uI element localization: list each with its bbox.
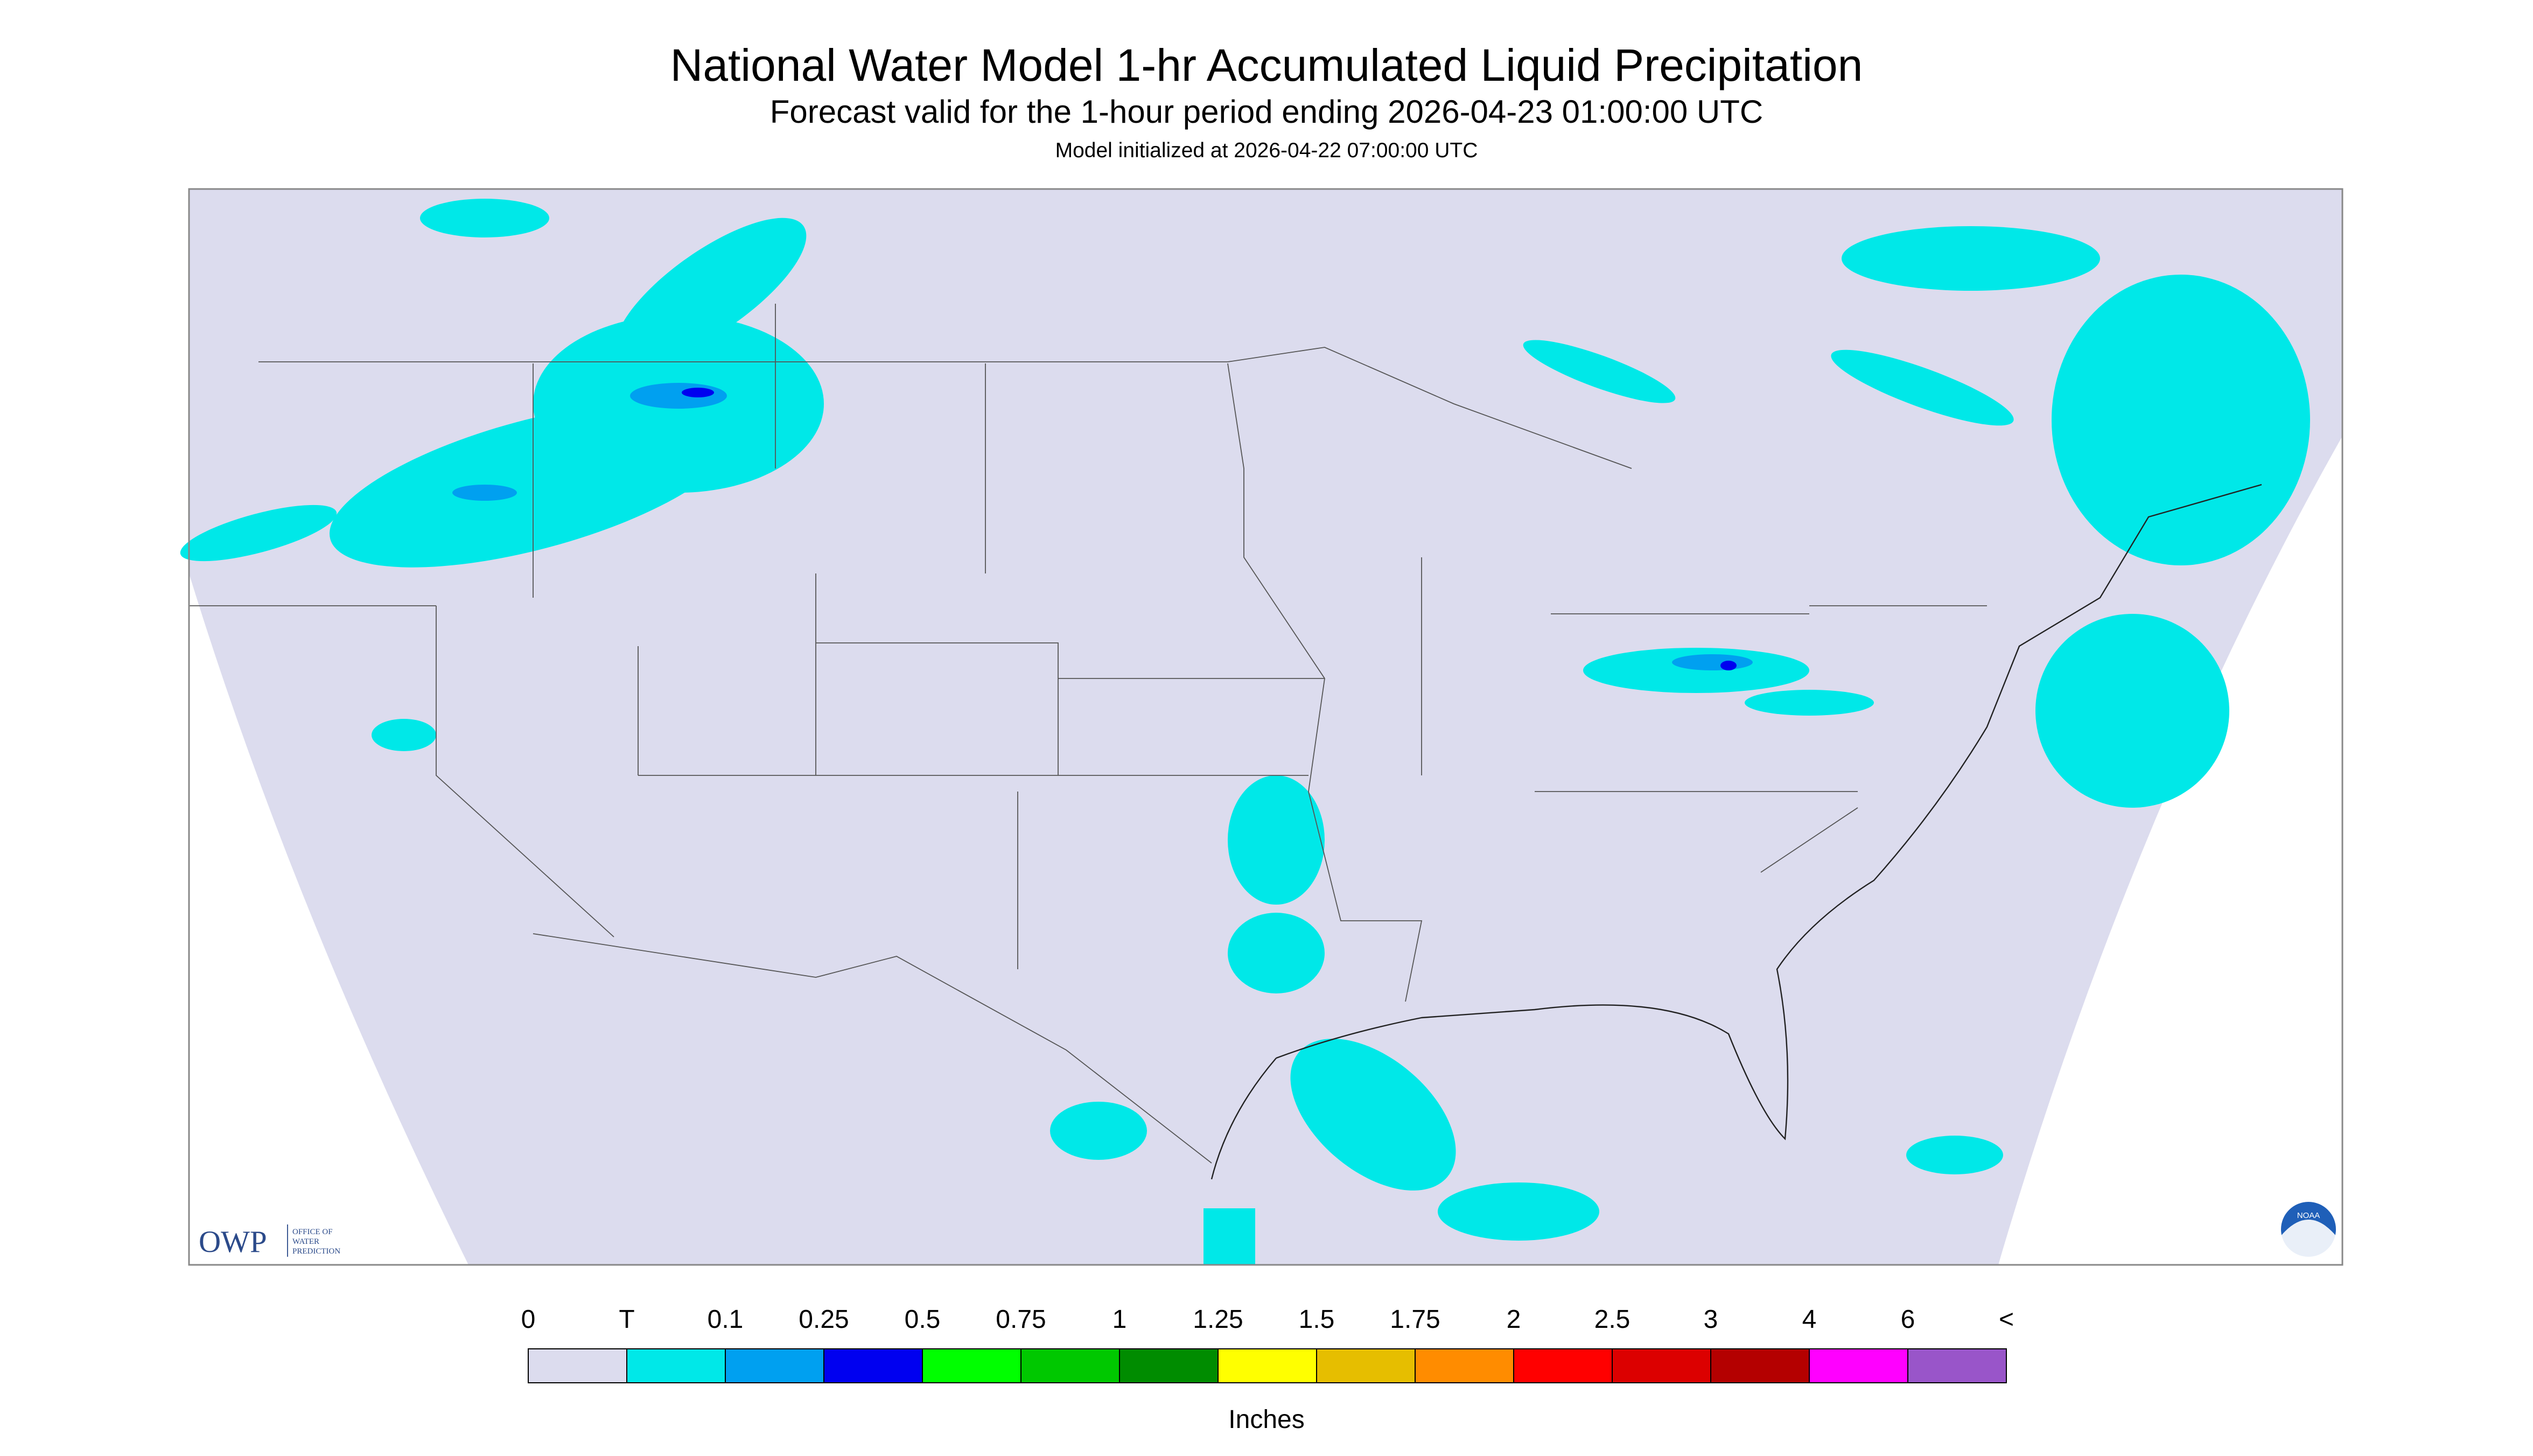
title: National Water Model 1-hr Accumulated Li… xyxy=(670,40,1863,90)
legend-swatch xyxy=(1612,1348,1711,1383)
legend-label: 3 xyxy=(1704,1305,1718,1334)
legend-swatch xyxy=(1217,1348,1317,1383)
init-time: Model initialized at 2026-04-22 07:00:00… xyxy=(1055,139,1478,162)
precip-areas xyxy=(180,199,2310,1265)
noaa-text: NOAA xyxy=(2297,1211,2320,1220)
legend-label: 1.5 xyxy=(1299,1305,1335,1334)
map-frame xyxy=(188,188,2343,1266)
legend-swatch xyxy=(1513,1348,1613,1383)
legend-swatch xyxy=(1119,1348,1219,1383)
legend-label: 1 xyxy=(1112,1305,1127,1334)
legend-label: T xyxy=(619,1305,634,1334)
legend-label: 2.5 xyxy=(1594,1305,1631,1334)
legend-swatch xyxy=(1907,1348,2007,1383)
legend-label: 4 xyxy=(1802,1305,1817,1334)
map: OWP OFFICE OF WATER PREDICTION NOAA xyxy=(180,188,2343,1266)
legend-unit: Inches xyxy=(1228,1405,1304,1434)
legend-label: 0.75 xyxy=(996,1305,1046,1334)
owp-text: WATER xyxy=(292,1237,319,1246)
legend-label: 2 xyxy=(1507,1305,1521,1334)
owp-logo: OWP xyxy=(199,1225,267,1259)
owp-text: OFFICE OF xyxy=(292,1228,333,1236)
legend-swatch xyxy=(1020,1348,1120,1383)
legend-label: < xyxy=(1999,1305,2014,1334)
owp-text: PREDICTION xyxy=(292,1247,340,1256)
legend-label: 0.5 xyxy=(905,1305,941,1334)
legend-swatch xyxy=(626,1348,726,1383)
legend-swatch xyxy=(528,1348,627,1383)
legend-label: 1.75 xyxy=(1390,1305,1440,1334)
legend-label: 0.1 xyxy=(708,1305,744,1334)
legend-swatch xyxy=(1710,1348,1810,1383)
legend-label: 0.25 xyxy=(799,1305,849,1334)
subtitle: Forecast valid for the 1-hour period end… xyxy=(770,94,1763,130)
legend-swatch xyxy=(1415,1348,1514,1383)
legend-swatch xyxy=(1809,1348,1908,1383)
legend-swatch xyxy=(1316,1348,1416,1383)
legend-label: 6 xyxy=(1901,1305,1915,1334)
precip-heaviest xyxy=(682,388,1737,670)
legend-swatch xyxy=(823,1348,923,1383)
legend-swatch xyxy=(725,1348,824,1383)
legend: 0 T 0.1 0.25 0.5 0.75 1 1.25 1.5 1.75 2 2.5 3 4 6 < xyxy=(521,1305,2014,1383)
legend-label: 1.25 xyxy=(1193,1305,1243,1334)
projection-area xyxy=(189,189,2342,1265)
coastline xyxy=(1210,484,2262,1180)
legend-swatch xyxy=(922,1348,1021,1383)
boundaries xyxy=(189,304,1987,1164)
legend-label: 0 xyxy=(521,1305,536,1334)
